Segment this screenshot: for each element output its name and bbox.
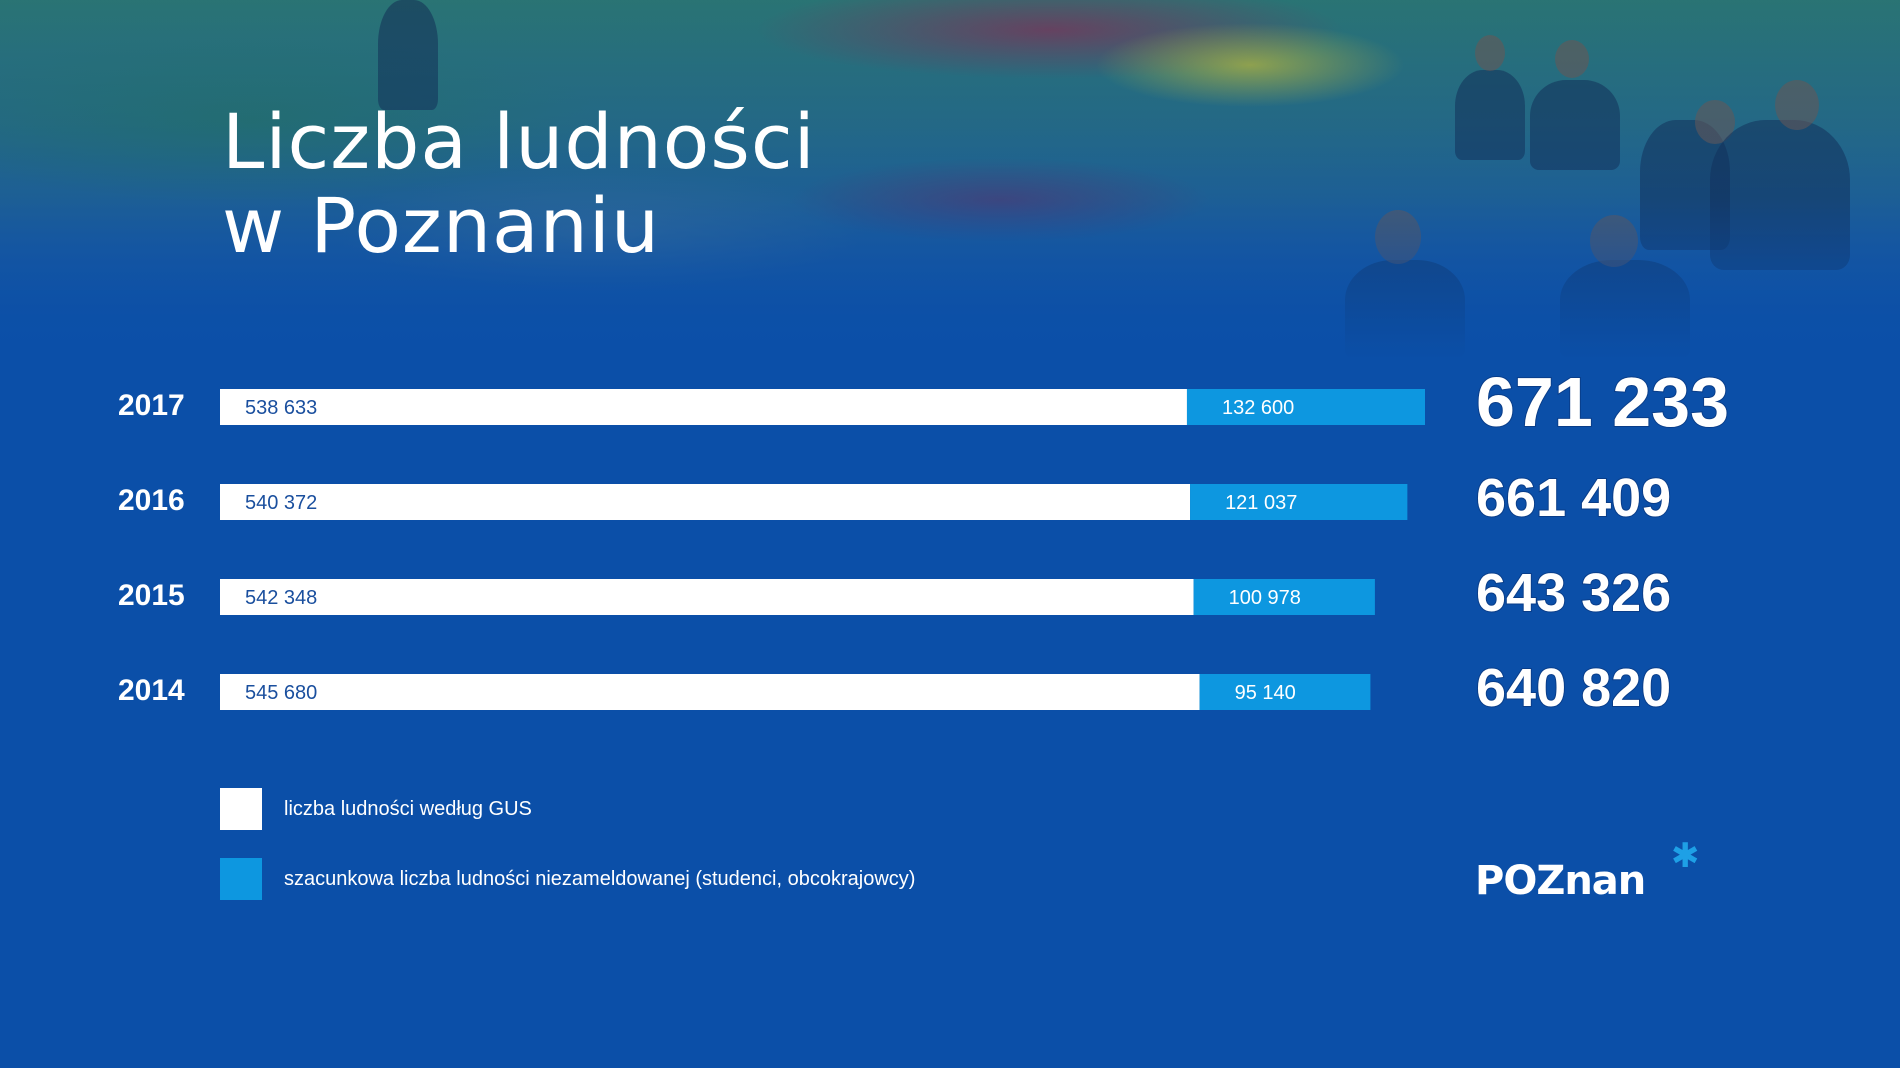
legend-item-unregistered: szacunkowa liczba ludności niezameldowan… bbox=[220, 858, 915, 900]
legend-swatch-unregistered bbox=[220, 858, 262, 900]
logo-text: POZnan bbox=[1475, 858, 1646, 904]
bar-label-unregistered: 100 978 bbox=[1229, 587, 1301, 609]
title-line-1: Liczba ludności bbox=[222, 97, 816, 186]
year-label: 2014 bbox=[118, 674, 185, 707]
year-label: 2015 bbox=[118, 579, 185, 612]
legend-item-registered: liczba ludności według GUS bbox=[220, 788, 915, 830]
bar-unregistered bbox=[1190, 484, 1408, 520]
bar-registered bbox=[220, 389, 1187, 425]
bar-label-registered: 538 633 bbox=[245, 397, 317, 419]
bar-label-unregistered: 121 037 bbox=[1225, 492, 1297, 514]
total-value-label: 671 233 bbox=[1476, 363, 1729, 441]
bar-unregistered bbox=[1199, 674, 1371, 710]
bar-label-unregistered: 132 600 bbox=[1222, 397, 1294, 419]
asterisk-icon: ✱ bbox=[1671, 836, 1699, 876]
photo-fade-overlay bbox=[0, 0, 1900, 360]
total-value-label: 661 409 bbox=[1476, 468, 1671, 528]
bar-registered bbox=[220, 579, 1194, 615]
chart-legend: liczba ludności według GUS szacunkowa li… bbox=[220, 788, 915, 928]
bar-label-unregistered: 95 140 bbox=[1235, 682, 1296, 704]
bar-registered bbox=[220, 674, 1200, 710]
title-line-2: w Poznaniu bbox=[222, 181, 661, 270]
bar-label-registered: 542 348 bbox=[245, 587, 317, 609]
legend-swatch-registered bbox=[220, 788, 262, 830]
background-photo bbox=[0, 0, 1900, 360]
bar-registered bbox=[220, 484, 1191, 520]
year-label: 2017 bbox=[118, 389, 185, 422]
total-value-label: 643 326 bbox=[1476, 563, 1671, 623]
bar-label-registered: 545 680 bbox=[245, 682, 317, 704]
total-value-label: 640 820 bbox=[1476, 658, 1671, 718]
legend-label-registered: liczba ludności według GUS bbox=[284, 797, 532, 820]
poznan-logo: POZnan ✱ bbox=[1475, 836, 1699, 904]
bar-label-registered: 540 372 bbox=[245, 492, 317, 514]
bar-unregistered bbox=[1186, 389, 1425, 425]
bar-unregistered bbox=[1193, 579, 1375, 615]
page-title: Liczba ludności w Poznaniu bbox=[222, 100, 816, 268]
year-label: 2016 bbox=[118, 484, 185, 517]
legend-label-unregistered: szacunkowa liczba ludności niezameldowan… bbox=[284, 867, 916, 890]
